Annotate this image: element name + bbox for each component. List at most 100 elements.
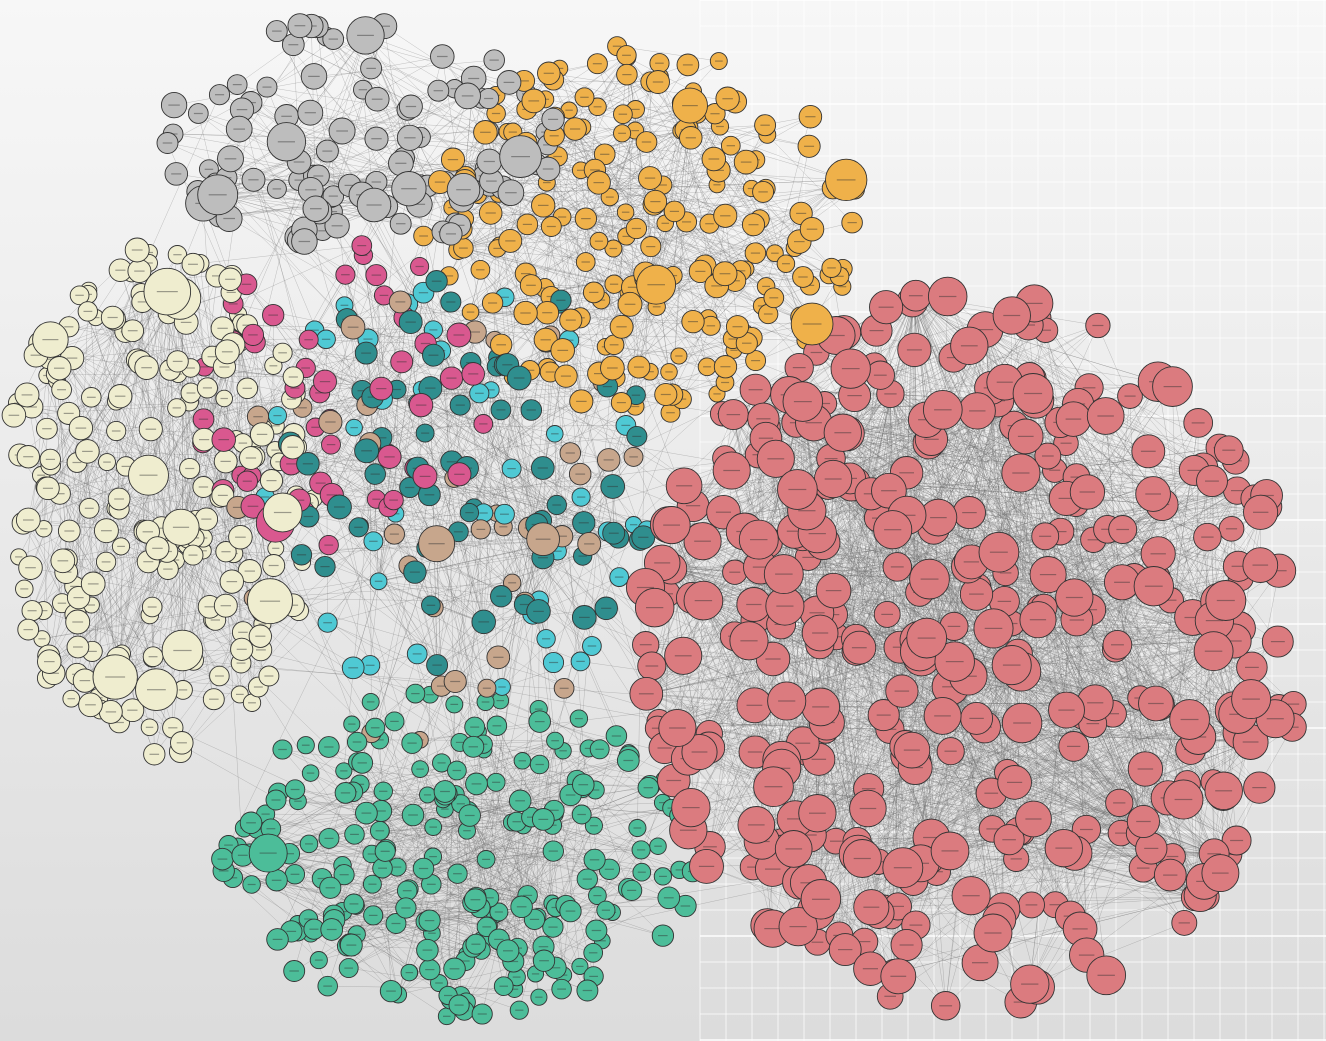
node-label-mark xyxy=(311,426,320,428)
node-label-mark xyxy=(411,693,420,695)
node-label-mark xyxy=(224,844,233,846)
edge xyxy=(167,291,204,539)
edge xyxy=(365,35,490,162)
edge xyxy=(310,35,366,190)
edge xyxy=(437,611,539,666)
edge xyxy=(395,748,589,924)
edge xyxy=(498,179,847,194)
node-label-mark xyxy=(111,430,121,432)
node-label-mark xyxy=(476,269,485,271)
edge xyxy=(511,468,620,578)
edge xyxy=(1018,641,1278,832)
node-label-mark xyxy=(580,96,589,98)
edge xyxy=(326,36,490,132)
edge xyxy=(386,755,630,850)
node-label-mark xyxy=(476,528,486,530)
node-label-mark xyxy=(450,703,459,705)
node-label-mark xyxy=(173,254,182,256)
node-label-mark xyxy=(390,720,399,722)
edge xyxy=(376,275,390,457)
edge xyxy=(915,295,1229,451)
node-label-mark xyxy=(306,772,315,774)
node-label-mark xyxy=(609,247,618,250)
edge xyxy=(516,740,556,978)
edge xyxy=(408,794,428,889)
edge xyxy=(167,291,183,651)
node-label-mark xyxy=(271,449,279,451)
node-label-mark xyxy=(273,415,282,417)
node-label-mark xyxy=(435,982,443,984)
edge xyxy=(570,876,663,912)
node-label-mark xyxy=(186,367,195,369)
edge xyxy=(674,188,833,212)
node-label-mark xyxy=(631,394,641,396)
node-label-mark xyxy=(341,274,350,276)
edge xyxy=(282,749,344,772)
edge xyxy=(509,194,634,288)
node-label-mark xyxy=(340,770,348,772)
edge xyxy=(659,76,736,281)
edge xyxy=(228,844,642,851)
edge xyxy=(498,814,582,940)
edge xyxy=(671,105,691,395)
edge xyxy=(233,340,474,375)
node-label-mark xyxy=(558,216,567,218)
edge xyxy=(59,356,213,494)
edge xyxy=(545,340,570,639)
node-label-mark xyxy=(278,352,287,354)
node-label-mark xyxy=(715,60,723,62)
node-label-mark xyxy=(405,972,414,974)
edge xyxy=(580,170,594,293)
node-label-mark xyxy=(248,702,256,704)
node-label-mark xyxy=(429,826,437,828)
node-label-mark xyxy=(499,985,508,987)
node-label-mark xyxy=(103,461,111,463)
node-label-mark xyxy=(590,825,598,827)
node-label-mark xyxy=(595,748,604,750)
node-label-mark xyxy=(350,427,358,429)
edge xyxy=(928,443,972,562)
node-label-mark xyxy=(551,740,559,742)
node-label-mark xyxy=(482,858,491,860)
edge xyxy=(447,850,554,996)
node-label-mark xyxy=(491,112,501,115)
edge xyxy=(483,377,520,622)
node-label-mark xyxy=(366,701,375,703)
node-label-mark xyxy=(621,211,630,213)
node-label-mark xyxy=(379,790,388,792)
node-label-mark xyxy=(37,474,46,476)
edge xyxy=(671,387,1090,526)
edge xyxy=(378,581,533,615)
node-label-mark xyxy=(631,108,640,110)
node-label-mark xyxy=(593,106,602,108)
node-label-mark xyxy=(117,545,125,547)
edge xyxy=(1129,396,1144,822)
node-label-mark xyxy=(535,763,544,766)
node-label-mark xyxy=(652,306,661,308)
node-label-mark xyxy=(553,155,562,158)
node-label-mark xyxy=(323,622,332,624)
edge xyxy=(233,245,362,305)
edge xyxy=(249,700,501,853)
node-label-mark xyxy=(552,504,562,506)
edge xyxy=(252,334,382,389)
edge xyxy=(547,337,752,369)
node-label-mark xyxy=(393,866,402,868)
node-label-mark xyxy=(614,576,624,578)
node-label-mark xyxy=(706,325,716,327)
edge xyxy=(375,727,524,826)
edge xyxy=(947,296,1079,405)
node-label-mark xyxy=(368,914,378,916)
node-label-mark xyxy=(565,109,573,111)
edge xyxy=(282,749,414,816)
node-label-mark xyxy=(482,926,492,928)
node-label-mark xyxy=(455,741,464,743)
edge xyxy=(355,899,476,906)
edge xyxy=(984,329,1159,382)
node-label-mark xyxy=(637,871,646,873)
edge xyxy=(50,339,220,677)
edge xyxy=(730,145,802,318)
node-label-mark xyxy=(593,895,602,897)
edge xyxy=(167,291,262,613)
